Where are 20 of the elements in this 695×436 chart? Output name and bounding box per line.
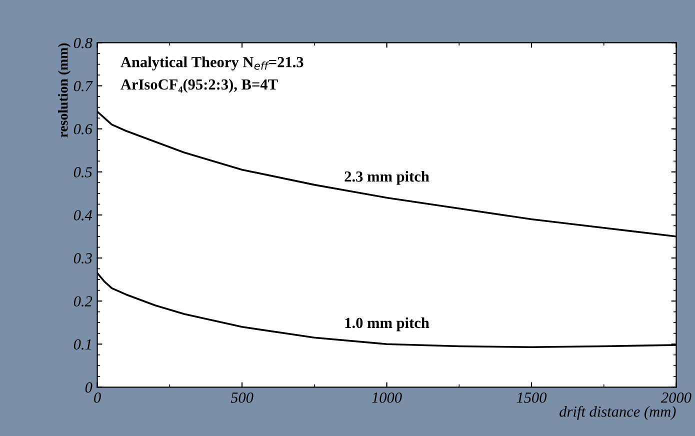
y-tick-label: 0.7 <box>74 80 93 92</box>
x-tick-label: 1500 <box>516 392 547 403</box>
x-tick-label: 500 <box>230 392 254 403</box>
annotation: Analytical Theory N$_{eff}$=21.3 <box>120 56 304 70</box>
y-tick-label: 0.1 <box>74 339 91 350</box>
series-label: 1.0 mm pitch <box>345 317 430 332</box>
y-tick-label: 0.6 <box>74 124 92 134</box>
y-tick-label: 0.8 <box>74 38 92 48</box>
x-tick-label: 2000 <box>660 392 692 403</box>
y-tick-label: 0.4 <box>74 210 92 220</box>
series-label: 2.3 mm pitch <box>344 170 430 185</box>
x-axis-title: drift distance (mm) <box>560 406 676 420</box>
annotation: ArIsoCF₄(95:2:3), B=4T <box>120 78 278 93</box>
y-tick-label: 0 <box>85 382 92 393</box>
y-tick-label: 0.5 <box>74 167 92 178</box>
x-tick-label: 1000 <box>372 392 402 403</box>
y-tick-label: 0.3 <box>74 253 92 264</box>
y-axis-title: resolution (mm) <box>58 43 71 138</box>
x-tick-label: 0 <box>94 392 101 403</box>
y-tick-label: 0.2 <box>74 296 92 307</box>
